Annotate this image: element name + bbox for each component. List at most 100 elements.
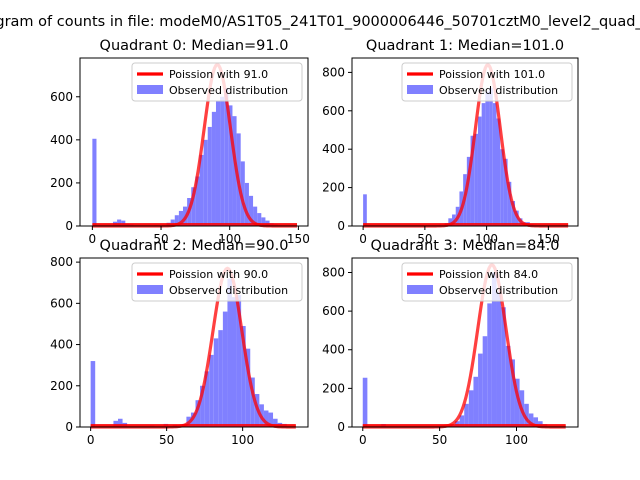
histogram-bar bbox=[178, 210, 184, 226]
histogram-bar bbox=[90, 361, 96, 427]
histogram-bar bbox=[481, 103, 486, 226]
histogram-bar bbox=[200, 385, 205, 427]
histogram-bar bbox=[257, 213, 262, 226]
histogram-bar bbox=[485, 91, 490, 226]
histogram-bar bbox=[218, 330, 223, 427]
y-tick-label: 600 bbox=[50, 296, 73, 310]
panel-title: Quadrant 2: Median=90.0 bbox=[100, 238, 289, 254]
histogram-bar bbox=[224, 88, 229, 227]
x-tick-label: 100 bbox=[231, 433, 254, 447]
histogram-bar bbox=[466, 156, 471, 226]
histogram-bar bbox=[195, 400, 201, 427]
x-tick-label: 50 bbox=[153, 232, 168, 246]
y-tick-label: 400 bbox=[50, 133, 73, 147]
y-tick-label: 400 bbox=[322, 343, 345, 357]
y-tick-label: 800 bbox=[322, 265, 345, 279]
y-tick-label: 400 bbox=[322, 142, 345, 156]
histogram-bar bbox=[261, 217, 266, 226]
histogram-bar bbox=[174, 215, 179, 226]
histogram-bar bbox=[244, 182, 249, 226]
histogram-bar bbox=[213, 338, 219, 427]
histogram-bar bbox=[273, 418, 278, 427]
histogram-bar bbox=[240, 161, 245, 226]
histogram-bar bbox=[505, 345, 511, 427]
x-tick-label: 0 bbox=[87, 433, 95, 447]
x-tick-label: 50 bbox=[432, 433, 447, 447]
y-tick-label: 0 bbox=[65, 420, 73, 434]
histogram-bar bbox=[263, 410, 269, 427]
legend: Poission with 101.0 Observed distribution bbox=[401, 62, 573, 102]
histogram-bar bbox=[362, 377, 368, 427]
x-tick-label: 100 bbox=[475, 232, 498, 246]
histogram-bars bbox=[362, 272, 548, 427]
histogram-bar bbox=[204, 371, 210, 427]
legend-label-poisson: Poission with 84.0 bbox=[439, 268, 538, 281]
histogram-bar bbox=[501, 307, 506, 427]
histogram-bar bbox=[228, 105, 233, 226]
histogram-bar bbox=[248, 195, 254, 226]
x-tick-label: 50 bbox=[159, 433, 174, 447]
y-tick-label: 600 bbox=[50, 90, 73, 104]
histogram-bar bbox=[253, 206, 258, 226]
histogram-bar bbox=[118, 418, 123, 427]
y-tick-label: 800 bbox=[50, 255, 73, 269]
histogram-bar bbox=[489, 87, 493, 226]
y-tick-label: 400 bbox=[50, 338, 73, 352]
panel-title: Quadrant 3: Median=84.0 bbox=[371, 238, 560, 254]
x-tick-label: 0 bbox=[359, 232, 367, 246]
legend-box bbox=[131, 262, 303, 302]
y-tick-label: 200 bbox=[50, 379, 73, 393]
histogram-bar bbox=[500, 149, 504, 226]
histogram-bar bbox=[496, 291, 502, 427]
histogram-bar bbox=[268, 412, 274, 427]
histogram-bar bbox=[474, 133, 478, 226]
histogram-bar bbox=[117, 219, 122, 226]
histogram-bar bbox=[199, 154, 204, 226]
panel-title: Quadrant 1: Median=101.0 bbox=[366, 38, 564, 54]
histogram-bar bbox=[491, 272, 497, 427]
histogram-bar bbox=[473, 376, 479, 427]
y-tick-label: 200 bbox=[50, 176, 73, 190]
histogram-bar bbox=[232, 297, 237, 427]
histogram-bar bbox=[492, 103, 497, 226]
histogram-bar bbox=[170, 219, 175, 226]
histogram-bar bbox=[448, 218, 453, 226]
histogram-bar bbox=[533, 417, 539, 427]
histogram-bar bbox=[511, 201, 516, 226]
quadrant-2-panel: Quadrant 2: Median=90.0 0 50 100 0 200 400 600 8… bbox=[50, 238, 309, 447]
figure-suptitle: Histogram of counts in file: modeM0/AS1T… bbox=[0, 14, 640, 30]
histogram-bar bbox=[363, 194, 367, 226]
legend-box bbox=[401, 62, 573, 102]
x-tick-label: 50 bbox=[417, 232, 432, 246]
legend-label-poisson: Poission with 90.0 bbox=[169, 268, 268, 281]
axes-frame bbox=[79, 57, 309, 227]
histogram-bar bbox=[232, 116, 237, 226]
histogram-bars bbox=[363, 87, 534, 226]
histogram-bar bbox=[250, 377, 255, 427]
histogram-bar bbox=[482, 336, 488, 427]
y-tick-label: 0 bbox=[337, 420, 345, 434]
legend: Poission with 84.0 Observed distribution bbox=[401, 262, 573, 302]
legend-bar-swatch bbox=[137, 285, 163, 294]
histogram-bar bbox=[245, 348, 251, 427]
axes-frame bbox=[351, 57, 579, 227]
y-tick-label: 600 bbox=[322, 304, 345, 318]
quadrant-0-panel: Quadrant 0: Median=91.0 0 50 100 150 0 200 400 6… bbox=[50, 38, 310, 246]
histogram-bar bbox=[207, 126, 212, 226]
legend-label-poisson: Poission with 101.0 bbox=[439, 68, 545, 81]
histogram-bar bbox=[195, 176, 200, 226]
y-tick-label: 800 bbox=[322, 65, 345, 79]
axes-frame bbox=[351, 257, 579, 428]
quadrant-1-panel: Quadrant 1: Median=101.0 0 50 100 150 0 200 400… bbox=[322, 38, 579, 246]
x-tick-label: 100 bbox=[505, 433, 528, 447]
histogram-bar bbox=[92, 138, 97, 226]
legend-label-poisson: Poission with 91.0 bbox=[169, 68, 268, 81]
histogram-bar bbox=[524, 403, 529, 427]
legend-box bbox=[401, 262, 573, 302]
legend-label-observed: Observed distribution bbox=[439, 284, 558, 297]
histogram-bar bbox=[209, 354, 214, 427]
x-tick-label: 150 bbox=[537, 232, 560, 246]
histogram-bar bbox=[514, 378, 520, 427]
histogram-bar bbox=[191, 187, 196, 226]
